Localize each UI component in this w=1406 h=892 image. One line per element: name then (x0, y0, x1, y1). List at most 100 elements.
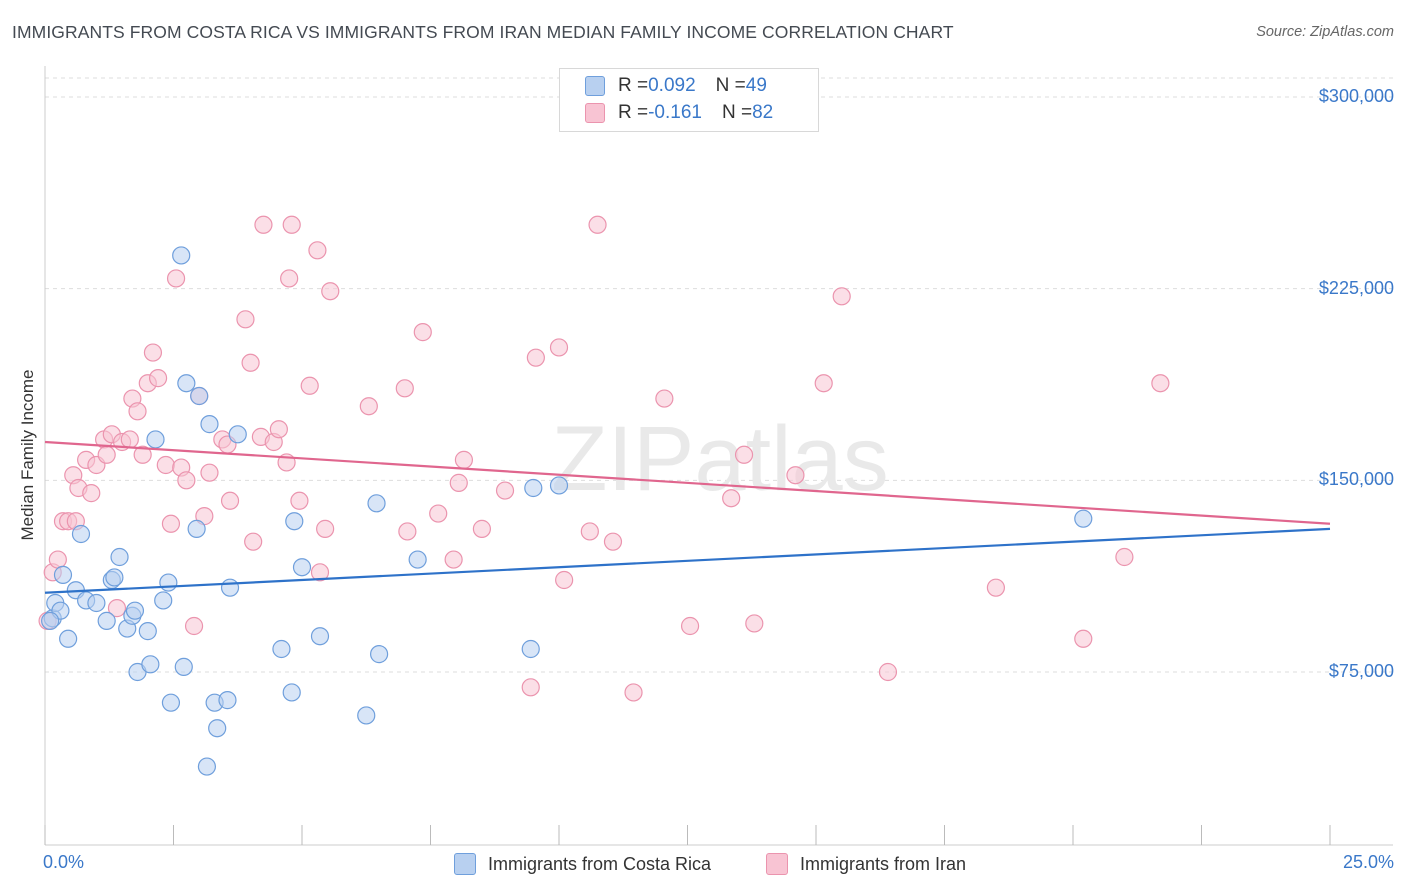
data-point-costa-rica (125, 601, 145, 620)
data-point-iran (316, 519, 335, 538)
bottom-legend-swatch-blue (454, 853, 476, 875)
data-point-iran (1074, 629, 1093, 648)
data-point-iran (429, 504, 448, 523)
data-point-costa-rica (228, 425, 247, 444)
data-point-costa-rica (53, 565, 73, 584)
data-point-costa-rica (282, 683, 301, 702)
data-point-iran (310, 563, 330, 582)
data-point-costa-rica (138, 622, 157, 641)
data-point-costa-rica (197, 757, 217, 776)
chart-title: IMMIGRANTS FROM COSTA RICA VS IMMIGRANTS… (12, 22, 954, 42)
data-point-costa-rica (187, 519, 206, 538)
data-point-iran (300, 376, 319, 395)
bottom-legend-iran: Immigrants from Iran (766, 852, 966, 876)
data-point-iran (184, 616, 204, 636)
data-point-iran (588, 215, 607, 234)
data-point-iran (241, 353, 260, 372)
data-point-iran (107, 599, 127, 618)
source-label: Source: ZipAtlas.com (1256, 24, 1394, 40)
data-point-costa-rica (208, 719, 227, 738)
data-point-costa-rica (408, 550, 427, 569)
data-point-iran (398, 522, 417, 541)
data-point-costa-rica (1074, 509, 1093, 528)
legend-r-label: R = (618, 75, 649, 96)
data-point-costa-rica (172, 246, 191, 265)
data-point-costa-rica (310, 627, 330, 646)
data-point-iran (359, 397, 378, 416)
data-point-iran (444, 550, 463, 569)
bottom-legend-costa-rica: Immigrants from Costa Rica (454, 852, 711, 876)
data-point-iran (290, 491, 309, 510)
correlation-legend: R = 0.092 N = 49 R = -0.161 N = 82 (559, 68, 819, 132)
data-point-costa-rica (161, 693, 181, 712)
data-point-costa-rica (357, 706, 376, 725)
bottom-legend-label-blue: Immigrants from Costa Rica (488, 853, 712, 874)
data-point-iran (549, 338, 569, 357)
data-point-costa-rica (200, 415, 219, 434)
data-point-iran (603, 532, 623, 551)
legend-r-value-pink: -0.161 (648, 102, 702, 123)
data-point-iran (143, 343, 163, 362)
data-point-iran (495, 481, 515, 500)
data-point-iran (555, 570, 574, 590)
x-tick-label-max: 25.0% (1342, 852, 1394, 872)
legend-swatch-blue (585, 76, 605, 96)
data-point-iran (244, 532, 263, 551)
data-point-iran (526, 348, 545, 367)
data-point-iran (48, 550, 67, 569)
trend-lines (44, 440, 1331, 594)
data-point-costa-rica (285, 512, 304, 531)
data-point-iran (395, 379, 414, 398)
legend-r-label: R = (618, 102, 649, 123)
data-point-costa-rica (370, 645, 389, 664)
data-point-costa-rica (549, 476, 569, 495)
data-point-iran (655, 389, 674, 408)
data-point-costa-rica (218, 691, 237, 710)
data-point-iran (120, 430, 139, 449)
data-point-costa-rica (292, 558, 312, 577)
watermark: ZIPatlas (551, 408, 888, 510)
y-tick-label: $300,000 (1318, 86, 1394, 106)
data-point-costa-rica (105, 568, 124, 587)
y-axis-label: Median Family Income (18, 369, 37, 541)
data-point-iran (254, 215, 273, 234)
x-tick-label-min: 0.0% (43, 852, 85, 872)
data-point-iran (624, 683, 643, 702)
data-point-costa-rica (220, 578, 240, 597)
data-point-iran (680, 616, 700, 636)
trend-line-costa-rica (44, 527, 1331, 594)
bottom-legend-swatch-pink (766, 853, 788, 875)
y-tick-label: $150,000 (1318, 469, 1394, 490)
data-point-iran (97, 445, 116, 464)
data-point-costa-rica (154, 591, 173, 610)
data-point-costa-rica (367, 494, 386, 513)
data-point-costa-rica (41, 611, 60, 630)
y-tick-label: $75,000 (1328, 661, 1394, 681)
data-point-costa-rica (521, 639, 540, 659)
data-point-iran (449, 473, 468, 492)
data-point-iran (236, 310, 255, 329)
data-point-costa-rica (71, 524, 91, 544)
legend-row-iran: R = -0.161 N = 82 (585, 100, 773, 126)
legend-n-label: N = (715, 75, 746, 96)
data-point-iran (832, 287, 851, 306)
data-point-iran (472, 519, 491, 538)
legend-n-value-blue: 49 (745, 75, 767, 96)
legend-row-costa-rica: R = 0.092 N = 49 (585, 73, 767, 99)
data-point-iran (133, 445, 152, 464)
data-point-costa-rica (59, 629, 78, 648)
data-point-costa-rica (190, 386, 209, 406)
bottom-legend-label-pink: Immigrants from Iran (800, 853, 967, 874)
data-point-iran (745, 614, 764, 633)
legend-r-value-blue: 0.092 (648, 75, 696, 96)
data-point-iran (1115, 547, 1134, 567)
data-point-costa-rica (141, 655, 160, 674)
data-point-costa-rica (87, 593, 106, 613)
data-point-iran (722, 489, 741, 508)
data-point-iran (220, 491, 240, 510)
data-point-iran (878, 662, 898, 682)
data-point-iran (148, 369, 168, 388)
data-point-costa-rica (97, 611, 116, 630)
data-point-iran (82, 484, 101, 503)
